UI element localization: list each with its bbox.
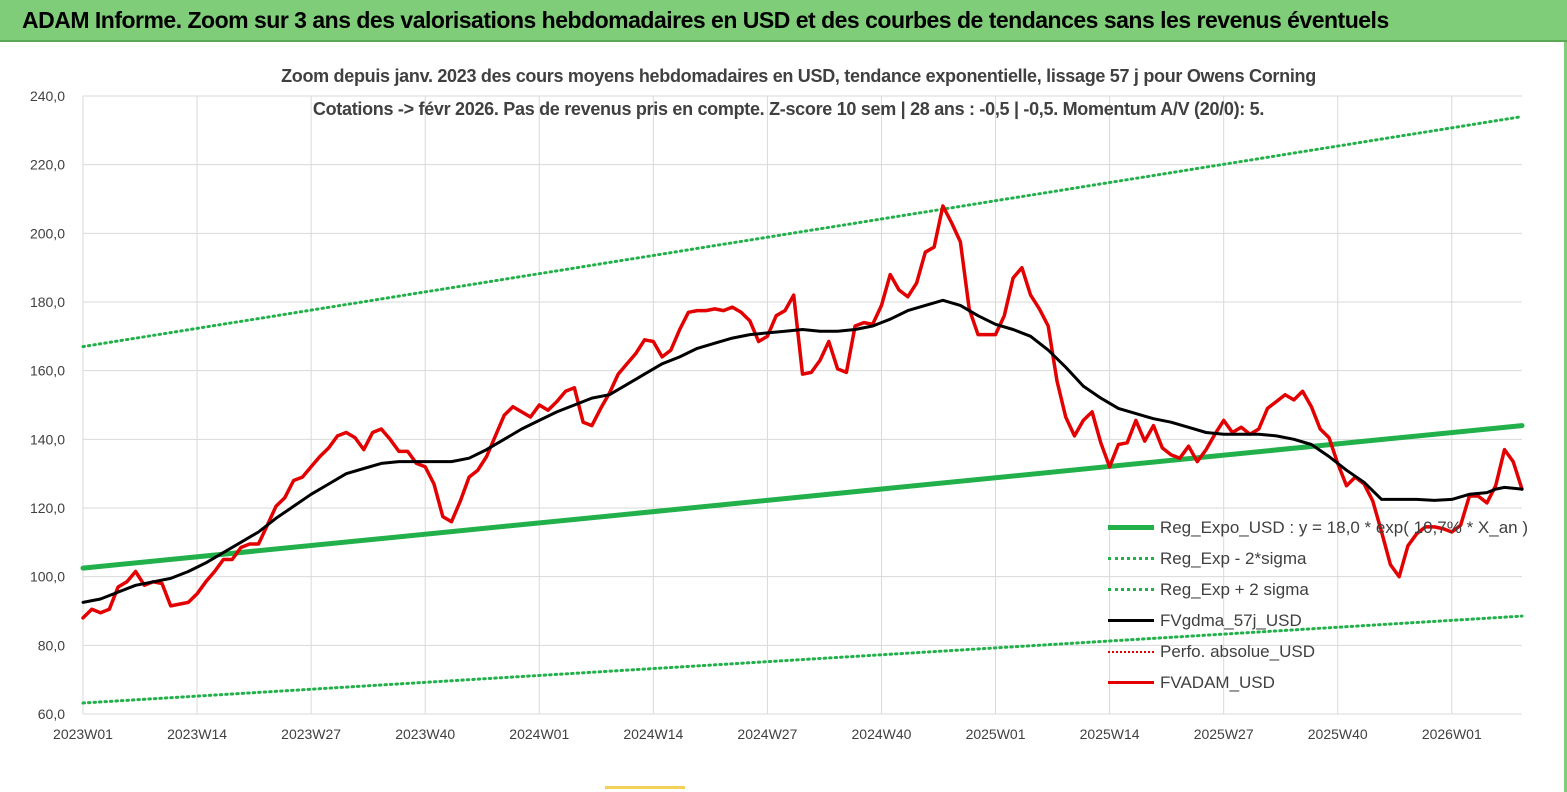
x-tick-label: 2024W01 (509, 726, 569, 742)
x-tick-label: 2024W40 (852, 726, 912, 742)
report-title: ADAM Informe. Zoom sur 3 ans des valoris… (22, 7, 1389, 33)
x-tick-label: 2025W27 (1194, 726, 1254, 742)
y-tick-label: 180,0 (30, 294, 65, 310)
legend-item: FVgdma_57j_USD (1108, 605, 1528, 636)
legend-swatch (1108, 525, 1154, 530)
x-tick-label: 2023W27 (281, 726, 341, 742)
y-tick-label: 160,0 (30, 363, 65, 379)
grid (82, 95, 1522, 715)
legend-item: Reg_Exp + 2 sigma (1108, 574, 1528, 605)
y-tick-label: 140,0 (30, 431, 65, 447)
chart-subtitle: Cotations -> févr 2026. Pas de revenus p… (312, 99, 1265, 119)
upper-band-line (81, 115, 1524, 349)
x-tick-label: 2025W40 (1308, 726, 1368, 742)
legend-item: Reg_Exp - 2*sigma (1108, 543, 1528, 574)
y-tick-label: 80,0 (38, 637, 65, 653)
moving-average-line (81, 298, 1524, 604)
y-tick-label: 240,0 (30, 88, 65, 104)
x-tick-label: 2026W01 (1422, 726, 1482, 742)
y-tick-label: 220,0 (30, 157, 65, 173)
legend-swatch (1108, 650, 1154, 653)
y-tick-label: 120,0 (30, 500, 65, 516)
x-tick-label: 2025W14 (1080, 726, 1140, 742)
axes: 60,0 80,0 100,0 120,0 140,0 160,0 180,0 200,0 22… (30, 88, 1482, 742)
legend-swatch (1108, 619, 1154, 622)
x-tick-label: 2025W01 (966, 726, 1026, 742)
chart-frame (0, 42, 1567, 792)
legend-item: Perfo. absolue_USD (1108, 636, 1528, 667)
x-tick-label: 2024W14 (623, 726, 683, 742)
x-tick-label: 2023W40 (395, 726, 455, 742)
legend-label: FVADAM_USD (1160, 672, 1275, 692)
chart-title: Zoom depuis janv. 2023 des cours moyens … (281, 66, 1316, 86)
legend-label: Reg_Exp - 2*sigma (1160, 548, 1307, 568)
x-tick-label: 2023W14 (167, 726, 227, 742)
y-tick-label: 100,0 (30, 569, 65, 585)
x-tick-label: 2024W27 (737, 726, 797, 742)
legend-item: FVADAM_USD (1108, 667, 1528, 698)
legend-swatch (1108, 681, 1154, 684)
trend-line (80, 423, 1525, 571)
legend-label: Reg_Expo_USD : y = 18,0 * exp( 10,7% * X… (1159, 517, 1528, 537)
x-tick-label: 2023W01 (53, 726, 113, 742)
chart-legend: Reg_Expo_USD : y = 18,0 * exp( 10,7% * X… (1108, 512, 1528, 698)
legend-swatch (1108, 557, 1154, 560)
legend-item: Reg_Expo_USD : y = 18,0 * exp( 10,7% * X… (1108, 512, 1528, 543)
legend-label: FVgdma_57j_USD (1160, 610, 1302, 630)
y-tick-label: 200,0 (30, 225, 65, 241)
legend-label: Perfo. absolue_USD (1160, 641, 1315, 661)
series-lines (80, 115, 1525, 705)
legend-label: Reg_Exp + 2 sigma (1160, 579, 1309, 599)
lower-band-line (81, 614, 1524, 705)
report-banner: ADAM Informe. Zoom sur 3 ans des valoris… (0, 0, 1567, 42)
legend-swatch (1108, 588, 1154, 591)
y-tick-label: 60,0 (38, 706, 65, 722)
bottom-accent (605, 786, 685, 789)
price-line (81, 204, 1524, 620)
